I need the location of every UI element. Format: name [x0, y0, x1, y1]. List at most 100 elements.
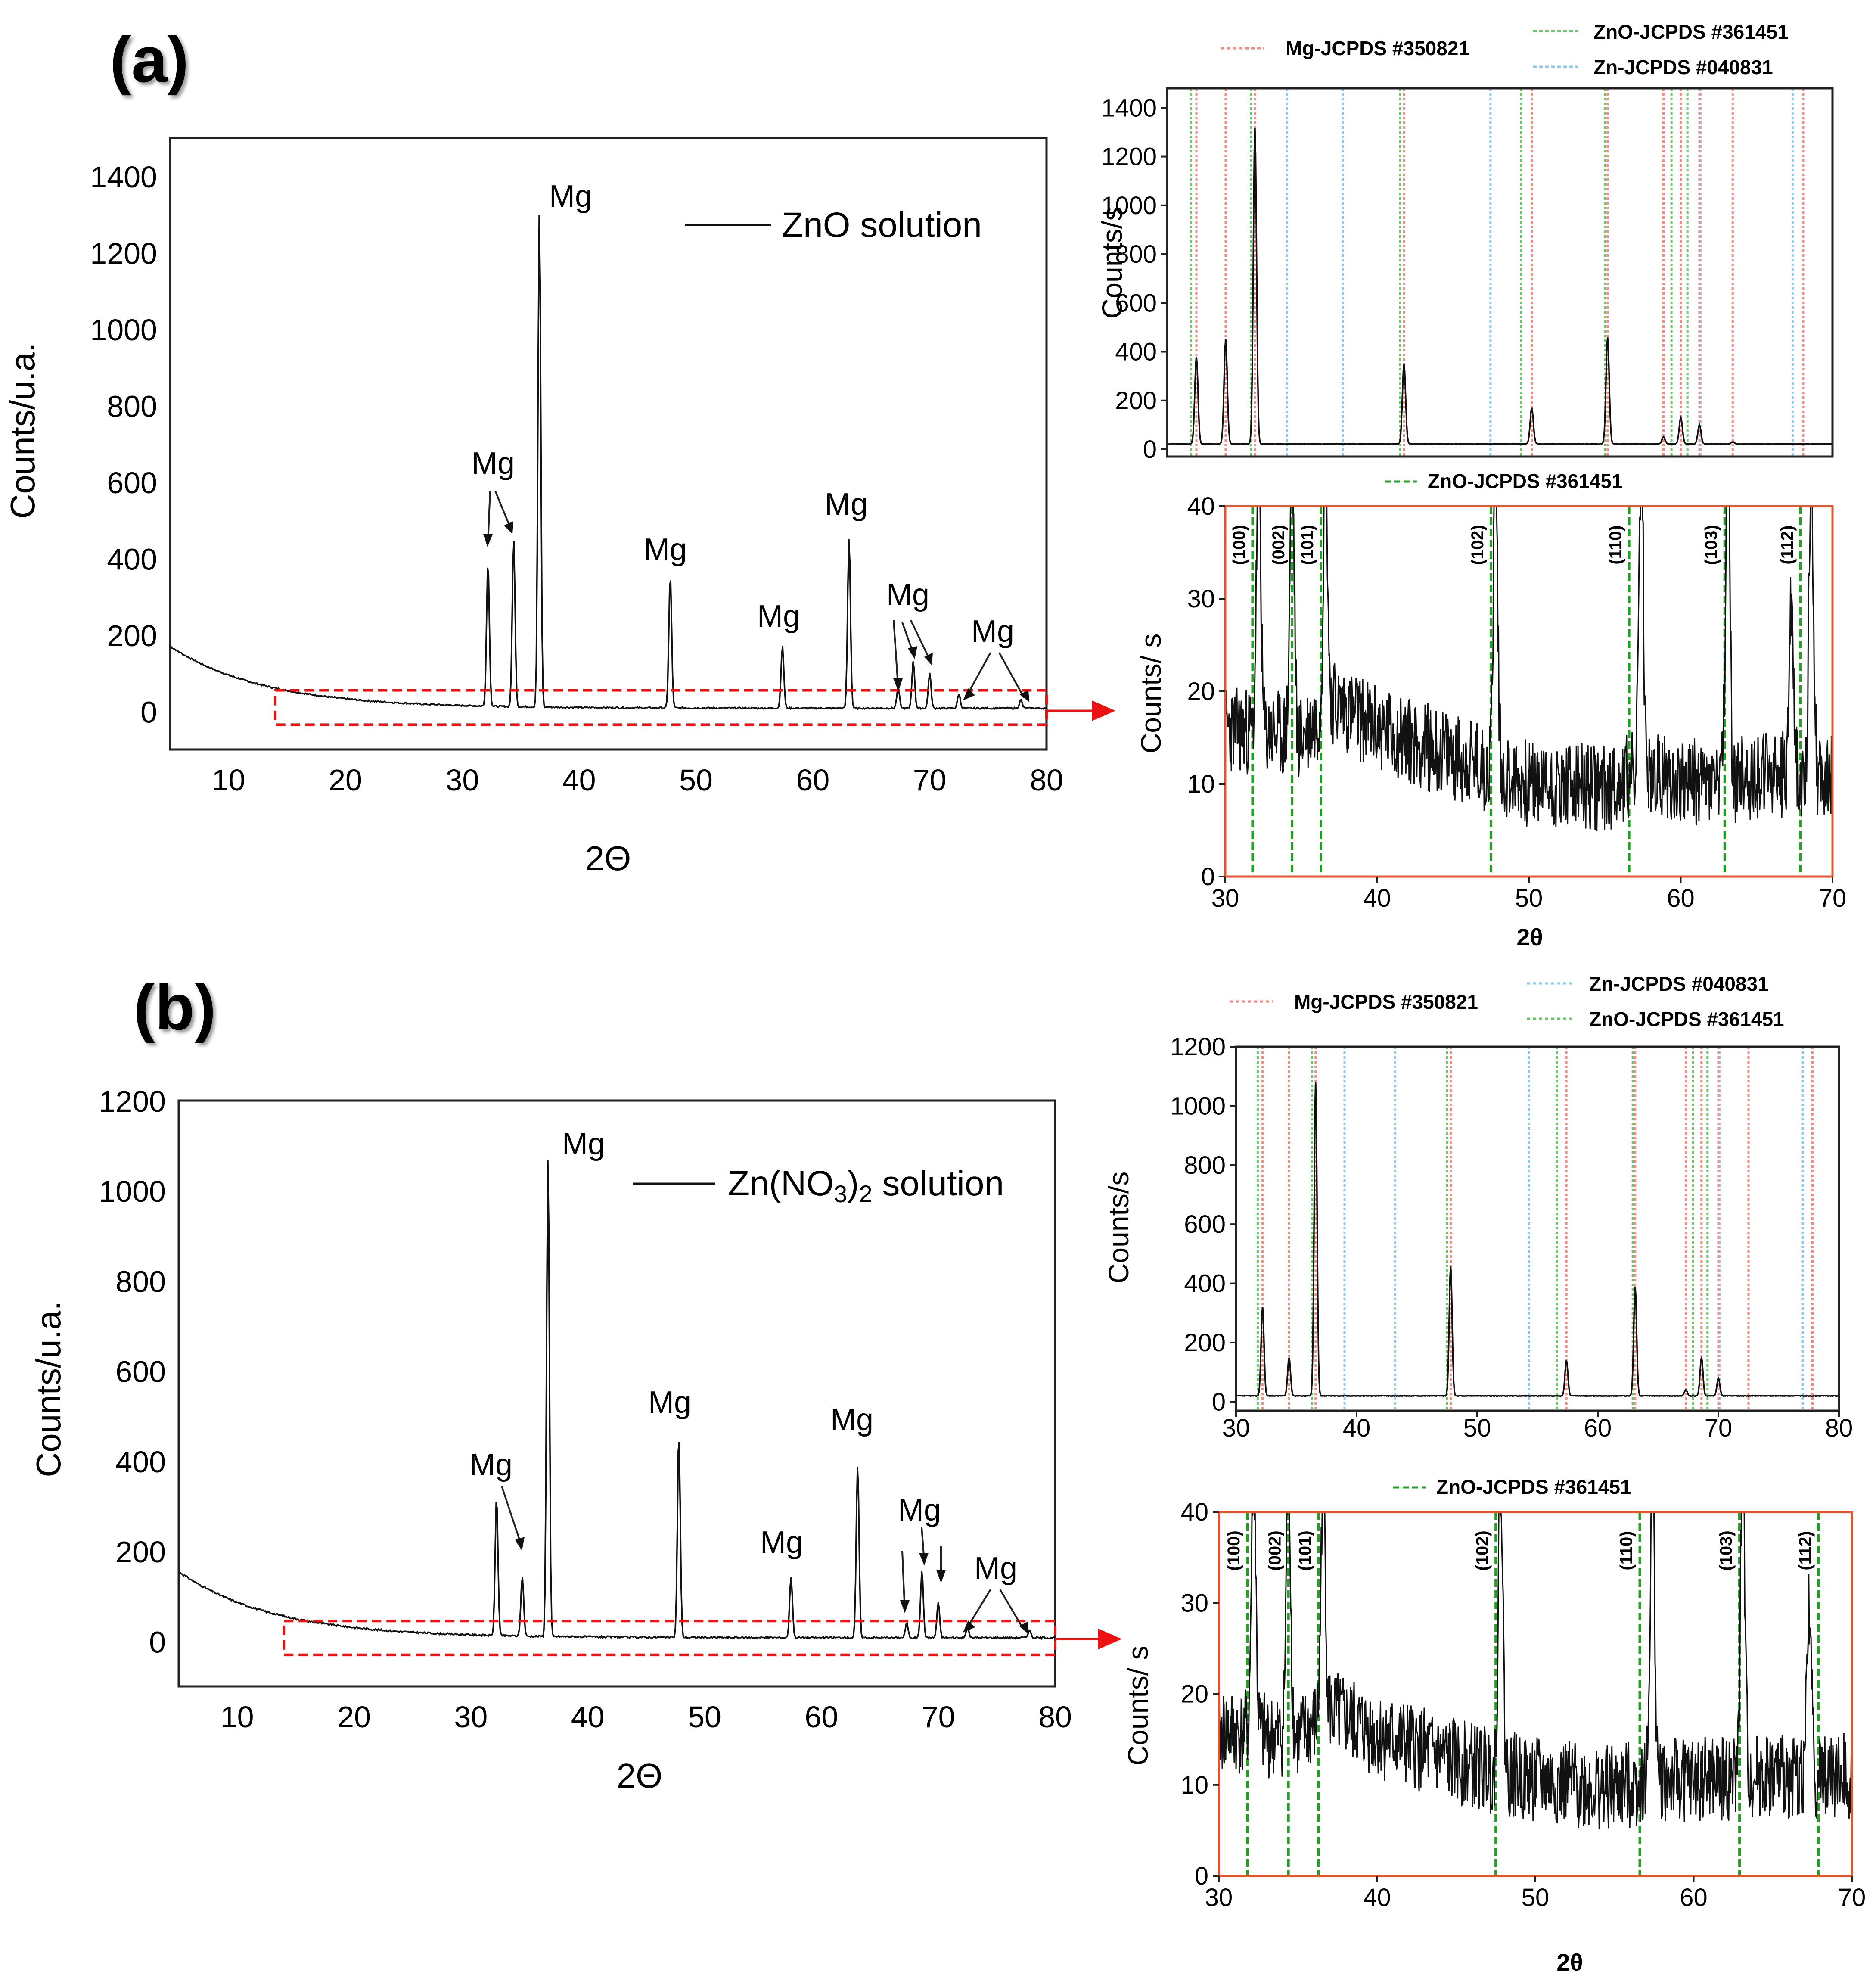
arrow: [999, 1589, 1024, 1629]
x-tick-label: 40: [1363, 1884, 1391, 1912]
y-tick-label: 600: [107, 466, 157, 500]
peak-label: Mg: [898, 1493, 941, 1527]
hkl-label: (112): [1778, 525, 1797, 564]
hkl-label: (100): [1230, 525, 1249, 565]
y-tick-label: 600: [1184, 1210, 1226, 1238]
y-tick-label: 0: [140, 695, 157, 729]
legend-label: ZnO solution: [782, 205, 982, 245]
peak-label: Mg: [830, 1403, 873, 1437]
arrowhead: [908, 646, 917, 659]
chart-a-main: 10 20 30 40 50 60 70 80020040060080010001200140…: [3, 137, 1115, 877]
xrd-trace: [1225, 506, 1833, 831]
arrowhead: [483, 534, 493, 547]
arrowhead: [900, 1600, 910, 1613]
peak-label: Mg: [562, 1127, 605, 1161]
y-tick-label: 1200: [99, 1085, 166, 1118]
xrd-trace: [1236, 1082, 1839, 1397]
hkl-label: (103): [1702, 525, 1721, 565]
plot-frame: [169, 137, 1048, 751]
x-tick-label: 60: [1667, 884, 1695, 912]
x-tick-label: 30: [1211, 884, 1239, 912]
y-axis-label: Counts/ s: [1135, 634, 1167, 754]
hkl-label: (002): [1266, 1530, 1285, 1570]
arrowhead: [919, 1553, 929, 1566]
legend-label: Zn-JCPDS #040831: [1593, 56, 1773, 78]
legend-label: ZnO-JCPDS #361451: [1589, 1008, 1784, 1030]
chart-a-zoom: ZnO-JCPDS #361451 30 40 50 60 70 0 10 20 30 40 (10…: [1135, 470, 1847, 951]
y-tick-label: 0: [149, 1625, 166, 1659]
y-tick-label: 10: [1187, 770, 1215, 798]
hkl-label: (112): [1796, 1531, 1815, 1570]
y-tick-label: 20: [1180, 1680, 1208, 1708]
x-tick-label: 70: [1838, 1884, 1866, 1912]
plot-area: 30 40 50 60 70 0 10 20 30 40 (100) (002) (101) (102) (…: [1187, 492, 1847, 912]
arrowhead: [893, 678, 903, 691]
hkl-label: (110): [1606, 525, 1625, 564]
y-axis-label: Counts/u.a.: [29, 1301, 68, 1477]
xrd-trace: [1219, 1512, 1852, 1830]
y-tick-label: 20: [1187, 678, 1215, 706]
y-tick-label: 400: [1184, 1270, 1226, 1298]
zoom-region-box: [274, 689, 1048, 726]
arrowheads: [483, 521, 1029, 702]
y-tick-label: 1000: [99, 1175, 166, 1208]
peak-label: Mg: [886, 578, 929, 612]
plot-frame: [177, 1099, 1056, 1688]
y-tick-label: 1000: [1170, 1092, 1226, 1120]
plot-area: 0 200 400 600 800 1000 1200 1400: [1101, 87, 1834, 463]
x-tick-label: 50: [1515, 884, 1543, 912]
arrow: [494, 491, 511, 528]
y-tick-label: 1200: [1101, 143, 1157, 171]
plot-frame: [1166, 87, 1834, 458]
xrd-trace: [1167, 127, 1833, 445]
y-tick-label: 0: [1201, 863, 1215, 891]
chart-b-ref: Mg-JCPDS #350821 Zn-JCPDS #040831 ZnO-JC…: [1103, 973, 1853, 1442]
y-axis-label: Counts/ s: [1122, 1646, 1154, 1766]
arrow: [501, 1486, 521, 1543]
x-tick-label: 70: [1819, 884, 1847, 912]
arrow: [966, 652, 991, 696]
y-tick-label: 800: [1115, 240, 1157, 268]
x-tick-label: 50: [679, 763, 713, 797]
y-tick-label: 30: [1187, 585, 1215, 613]
panel-label-a: (a): [110, 23, 189, 96]
arrowheads: [515, 1537, 1029, 1635]
y-tick-label: 1400: [1101, 94, 1157, 122]
x-tick-label: 20: [329, 763, 362, 797]
legend-label: Zn-JCPDS #040831: [1589, 973, 1769, 995]
callout-arrowhead: [1098, 1629, 1122, 1649]
y-tick-label: 40: [1180, 1498, 1208, 1526]
y-tick-label: 800: [115, 1265, 166, 1298]
peak-label: Mg: [549, 179, 592, 214]
x-axis-label: 2Θ: [585, 839, 631, 877]
y-tick-label: 400: [115, 1445, 166, 1479]
legend-label: ZnO-JCPDS #361451: [1593, 21, 1789, 43]
x-tick-label: 10: [221, 1700, 254, 1734]
hkl-label: (101): [1298, 525, 1317, 565]
x-tick-label: 50: [1522, 1884, 1550, 1912]
x-tick-label: 50: [1463, 1414, 1491, 1442]
chart-b-zoom: ZnO-JCPDS #361451 30 40 50 60 70 0 10 20 30 40 (10…: [1122, 1476, 1866, 1976]
peak-label: Mg: [644, 532, 687, 567]
peak-label: Mg: [971, 614, 1014, 649]
arrowhead: [1019, 1622, 1029, 1635]
y-tick-label: 40: [1187, 492, 1215, 520]
y-tick-label: 600: [115, 1355, 166, 1389]
hkl-label: (002): [1269, 525, 1288, 565]
y-tick-label: 0: [1212, 1388, 1226, 1416]
arrow: [901, 1550, 905, 1603]
x-tick-label: 70: [1705, 1414, 1733, 1442]
x-tick-label: 60: [1680, 1884, 1708, 1912]
x-tick-label: 80: [1825, 1414, 1853, 1442]
y-tick-label: 600: [1115, 289, 1157, 317]
arrowhead: [963, 1620, 975, 1633]
x-tick-label: 80: [1038, 1700, 1072, 1734]
hkl-label: (102): [1473, 1530, 1492, 1570]
hkl-label: (102): [1468, 525, 1487, 565]
y-tick-label: 0: [1195, 1862, 1208, 1890]
panel-label-b: (b): [134, 971, 216, 1043]
x-tick-label: 40: [1343, 1414, 1371, 1442]
arrow: [893, 620, 899, 685]
arrow: [998, 652, 1025, 698]
